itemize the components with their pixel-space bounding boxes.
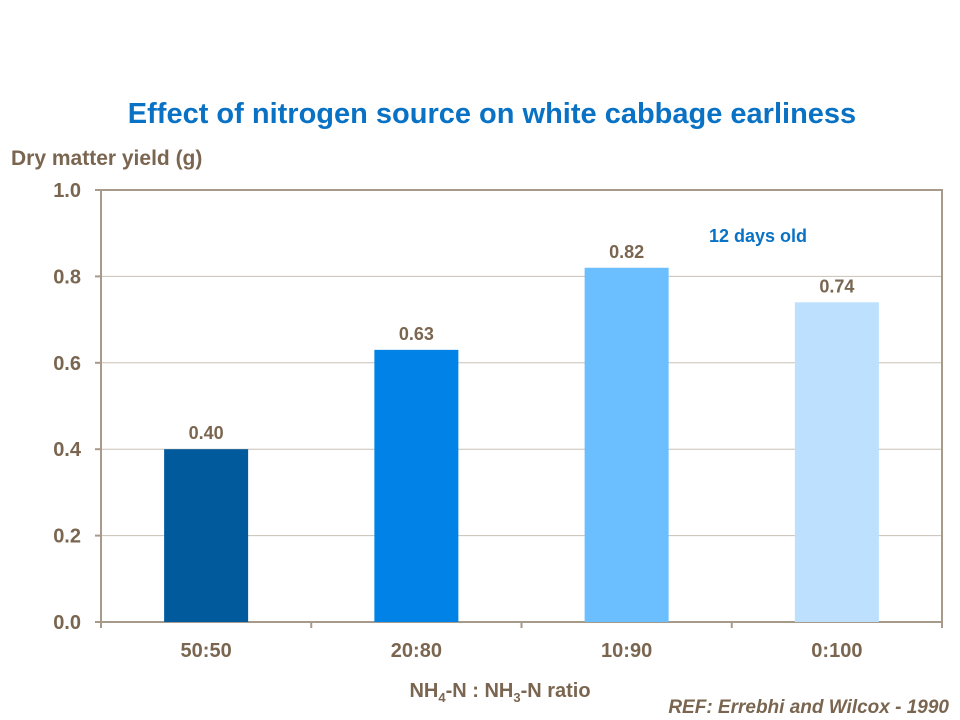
x-tick-label: 10:90 — [601, 640, 652, 662]
y-tick-label: 0.0 — [53, 612, 81, 634]
data-label: 0.63 — [399, 324, 434, 344]
y-tick-label: 1.0 — [53, 180, 81, 202]
bar-50-50 — [164, 449, 249, 622]
bar-10-90 — [584, 267, 669, 622]
data-label: 0.40 — [189, 423, 224, 443]
x-tick-label: 50:50 — [181, 640, 232, 662]
y-tick-label: 0.4 — [53, 439, 82, 461]
x-axis-label: NH4-N : NH3-N ratio — [409, 680, 591, 705]
reference-note: REF: Errebhi and Wilcox - 1990 — [668, 697, 949, 718]
bar-0-100 — [794, 302, 879, 622]
chart-title: Effect of nitrogen source on white cabba… — [127, 98, 857, 130]
y-tick-label: 0.2 — [53, 526, 81, 548]
y-tick-label: 0.6 — [53, 353, 81, 375]
bar-20-80 — [374, 349, 459, 622]
y-axis-label: Dry matter yield (g) — [11, 147, 203, 170]
x-tick-label: 20:80 — [391, 640, 442, 662]
x-tick-label: 0:100 — [811, 640, 862, 662]
data-label: 0.74 — [819, 276, 854, 296]
data-label: 0.82 — [609, 242, 644, 262]
annotation-label: 12 days old — [709, 226, 807, 246]
y-tick-label: 0.8 — [53, 266, 81, 288]
